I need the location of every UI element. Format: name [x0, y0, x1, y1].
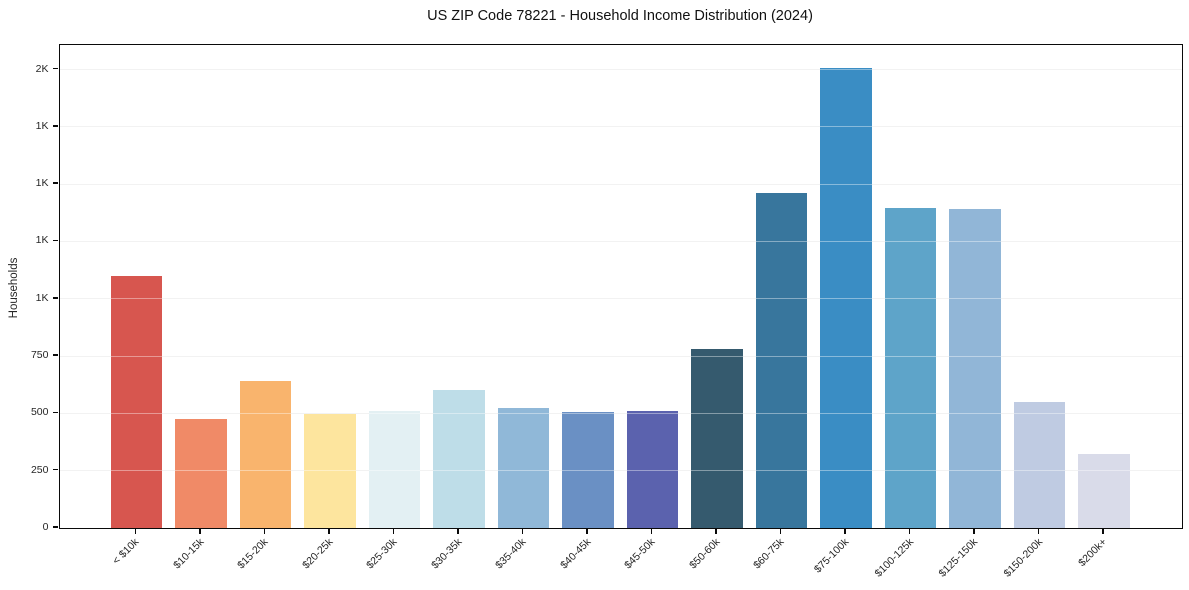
y-tick-mark: [52, 125, 58, 127]
x-tick-mark: [263, 528, 266, 534]
y-tick-label: 1K: [35, 119, 49, 132]
x-tick-label: $200k+: [1076, 536, 1110, 570]
x-tick-label: $60-75k: [751, 536, 787, 572]
gridline: [60, 69, 1182, 71]
gridline: [60, 240, 1182, 242]
bar-100-125k: [884, 207, 937, 528]
bar-125-150k: [949, 209, 1001, 528]
y-tick-label: 0: [42, 521, 49, 533]
x-tick-label: $20-25k: [299, 536, 336, 572]
y-tick-mark: [52, 411, 58, 414]
y-tick-label: 750: [30, 349, 49, 362]
gridline: [60, 183, 1182, 185]
bar-35-40k: [497, 407, 550, 528]
y-tick-label: 1K: [35, 234, 49, 247]
x-tick-mark: [650, 528, 653, 534]
bar-50-60k: [691, 349, 743, 528]
x-tick-mark: [779, 528, 782, 534]
bar-15-20k: [239, 381, 292, 528]
gridline: [60, 470, 1182, 472]
y-tick-mark: [52, 354, 58, 356]
bar-30-35k: [433, 390, 485, 528]
bar-45-50k: [626, 410, 679, 528]
x-tick-mark: [973, 528, 975, 534]
x-tick-label: $125-150k: [936, 536, 981, 580]
x-tick-mark: [908, 528, 911, 534]
y-tick-label: 2K: [35, 62, 49, 75]
y-tick-mark: [52, 67, 58, 70]
x-tick-label: $150-200k: [1001, 536, 1045, 580]
bar-40-45k: [562, 411, 614, 528]
x-tick-mark: [521, 528, 524, 534]
x-tick-label: $15-20k: [235, 536, 271, 572]
x-tick-label: $75-100k: [811, 536, 852, 576]
y-tick-mark: [52, 526, 58, 528]
x-tick-mark: [328, 528, 330, 534]
x-tick-mark: [586, 528, 588, 534]
x-tick-mark: [392, 528, 395, 534]
bar-75-100k: [820, 68, 872, 528]
x-tick-label: $25-30k: [364, 536, 400, 572]
gridline: [60, 126, 1182, 128]
y-tick-label: 250: [30, 463, 49, 476]
gridline: [60, 183, 1182, 185]
y-tick-label: 500: [30, 406, 49, 419]
gridline: [60, 470, 1182, 472]
x-tick-label: $10-15k: [170, 536, 207, 572]
bar-200k: [1078, 453, 1130, 528]
x-tick-mark: [199, 528, 201, 534]
plot-area: [59, 44, 1183, 529]
bar-60-75k: [755, 193, 808, 528]
gridline: [60, 298, 1182, 300]
gridline: [60, 126, 1182, 128]
y-tick-mark: [52, 468, 58, 471]
bar-25-30k: [368, 411, 421, 528]
x-tick-label: $30-35k: [428, 536, 465, 572]
x-tick-mark: [1102, 528, 1104, 534]
gridline: [60, 355, 1182, 357]
x-tick-label: $45-50k: [622, 536, 658, 572]
x-tick-mark: [844, 528, 846, 534]
y-tick-label: 1K: [35, 177, 49, 190]
x-tick-label: $100-125k: [872, 536, 916, 580]
gridline: [60, 355, 1182, 357]
bar-20-25k: [304, 414, 356, 528]
bar-10k: [110, 275, 163, 528]
x-tick-label: $35-40k: [493, 536, 529, 572]
y-tick-label: 1K: [35, 291, 49, 304]
y-tick-mark: [52, 297, 58, 299]
x-tick-label: $40-45k: [557, 536, 594, 572]
bar-10-15k: [175, 419, 227, 528]
gridline: [60, 240, 1182, 242]
x-tick-mark: [457, 528, 459, 534]
x-tick-mark: [134, 528, 137, 534]
x-tick-label: < $10k: [110, 536, 142, 567]
gridline: [60, 69, 1182, 71]
x-tick-label: $50-60k: [686, 536, 723, 572]
x-tick-mark: [1037, 528, 1040, 534]
gridline: [60, 412, 1182, 414]
chart-title: US ZIP Code 78221 - Household Income Dis…: [427, 8, 813, 24]
gridline: [60, 298, 1182, 300]
gridline: [60, 412, 1182, 414]
x-tick-mark: [715, 528, 717, 534]
bar-150-200k: [1013, 402, 1066, 528]
y-tick-mark: [52, 239, 58, 242]
y-tick-mark: [52, 182, 58, 184]
y-axis-label: Households: [8, 257, 20, 319]
